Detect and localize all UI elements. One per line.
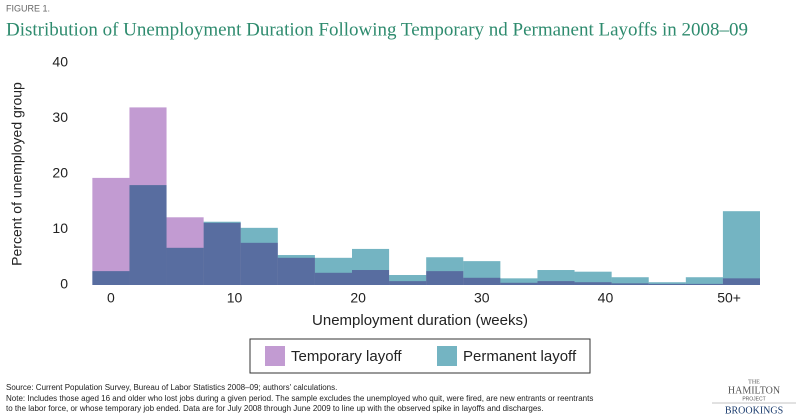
legend-label: Temporary layoff bbox=[291, 348, 402, 365]
x-tick-label: 0 bbox=[107, 290, 115, 306]
logo-text: PROJECT bbox=[742, 396, 765, 402]
bar bbox=[314, 257, 352, 285]
legend-label: Permanent layoff bbox=[463, 348, 577, 365]
y-tick-label: 30 bbox=[52, 109, 68, 125]
note: Note: Includes those aged 16 and older w… bbox=[6, 394, 593, 403]
x-tick-label: 10 bbox=[227, 290, 243, 306]
bar bbox=[277, 255, 315, 285]
bar bbox=[648, 282, 686, 285]
bar bbox=[240, 227, 278, 285]
logo-text: BROOKINGS bbox=[725, 405, 783, 416]
x-axis-label: Unemployment duration (weeks) bbox=[312, 312, 528, 329]
bar bbox=[92, 271, 130, 285]
bar bbox=[685, 277, 723, 285]
bar bbox=[426, 257, 464, 285]
chart-title: Distribution of Unemployment Duration Fo… bbox=[6, 19, 748, 40]
note: to the labor force, or whose temporary j… bbox=[6, 404, 544, 413]
legend-box bbox=[249, 338, 591, 374]
bar bbox=[389, 275, 427, 285]
bar bbox=[574, 271, 612, 285]
bar bbox=[500, 278, 538, 285]
bar bbox=[722, 211, 760, 285]
x-tick-label: 20 bbox=[350, 290, 366, 306]
y-tick-label: 40 bbox=[52, 54, 68, 70]
bar bbox=[129, 185, 167, 285]
legend-swatch bbox=[265, 346, 285, 366]
y-tick-label: 20 bbox=[52, 165, 68, 181]
bar bbox=[463, 261, 501, 285]
bar bbox=[166, 247, 204, 285]
logo-text: HAMILTON bbox=[728, 385, 780, 396]
bar bbox=[611, 277, 649, 285]
bar bbox=[92, 177, 130, 285]
bar bbox=[352, 248, 390, 285]
logo-text: THE bbox=[748, 379, 760, 385]
y-tick-label: 10 bbox=[52, 220, 68, 236]
source: Source: Current Population Survey, Burea… bbox=[6, 383, 337, 392]
bar bbox=[203, 221, 241, 285]
y-axis-label: Percent of unemployed group bbox=[9, 82, 25, 266]
legend-swatch bbox=[437, 346, 457, 366]
x-tick-label: 30 bbox=[474, 290, 490, 306]
bar bbox=[537, 270, 575, 285]
y-tick-label: 0 bbox=[60, 276, 68, 292]
x-tick-label: 40 bbox=[598, 290, 614, 306]
x-tick-label: 50+ bbox=[717, 290, 741, 306]
figure-label: FIGURE 1. bbox=[6, 3, 50, 13]
